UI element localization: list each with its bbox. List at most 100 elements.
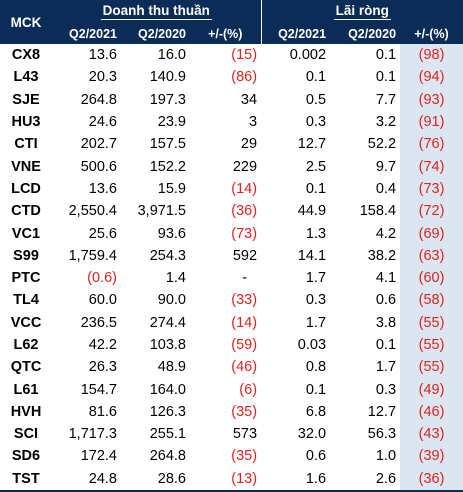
table-row: QTC 26.3 48.9 (46) 0.8 1.7 (55) [0, 356, 463, 379]
rev-change-cell: (35) [231, 448, 258, 465]
rev-q2-2021-cell: 172.4 [80, 448, 117, 465]
np-q2-2020-cell: 1.0 [375, 448, 397, 465]
rev-change-cell: 592 [232, 247, 258, 264]
np-q2-2021-cell: 32.0 [297, 426, 327, 443]
table-row: SCI 1,717.3 255.1 573 32.0 56.3 (43) [0, 423, 463, 446]
rev-change-cell: (14) [231, 314, 258, 331]
table-row: TST 24.8 28.6 (13) 1.6 2.6 (36) [0, 467, 463, 492]
mck-cell: L61 [13, 381, 39, 398]
mck-cell: TL4 [13, 292, 39, 309]
np-q2-2021-cell: 0.8 [305, 359, 327, 376]
table-row: L43 20.3 140.9 (86) 0.1 0.1 (94) [0, 66, 463, 89]
np-q2-2020-cell: 56.3 [367, 426, 397, 443]
table-row: VNE 500.6 152.2 229 2.5 9.7 (74) [0, 155, 463, 178]
revenue-group-label: Doanh thu thuần [100, 3, 212, 20]
rev-q2-2020-cell: 264.8 [149, 448, 186, 465]
np-q2-2021-cell: 12.7 [297, 136, 327, 153]
table-row: L62 42.2 103.8 (59) 0.03 0.1 (55) [0, 333, 463, 357]
rev-q2-2021-cell: 24.8 [52, 467, 121, 492]
rev-q2-2021-header: Q2/2021 [52, 23, 121, 44]
rev-q2-2020-cell: 126.3 [149, 403, 186, 420]
table-body: CX8 13.6 16.0 (15) 0.002 0.1 (98) L43 20.3 140.9(… [0, 44, 463, 492]
rev-q2-2020-cell: 48.9 [157, 359, 186, 376]
np-change-cell: (46) [400, 400, 463, 424]
rev-q2-2021-cell: 25.6 [88, 225, 117, 242]
np-change-cell: (60) [400, 266, 463, 290]
np-change-cell: (36) [400, 467, 463, 492]
mck-cell: L62 [13, 337, 39, 353]
table-row: L61 154.7 164.0 (6) 0.1 0.3 (49) [0, 378, 463, 401]
np-change-cell: (93) [400, 88, 463, 111]
np-q2-2021-cell: 1.3 [305, 225, 327, 242]
rev-q2-2020-cell: 93.6 [157, 225, 186, 242]
mck-cell: HVH [10, 403, 42, 420]
np-change-header: +/-(%) [400, 23, 463, 44]
rev-q2-2021-cell: 500.6 [80, 158, 117, 175]
rev-q2-2021-cell: 264.8 [80, 91, 117, 108]
np-change-cell: (73) [400, 177, 463, 201]
np-q2-2020-cell: 0.1 [375, 337, 397, 353]
np-q2-2020-header: Q2/2020 [330, 23, 401, 44]
np-q2-2020-cell: 1.7 [375, 359, 397, 376]
rev-q2-2021-cell: (0.6) [87, 270, 117, 287]
rev-q2-2021-cell: 42.2 [88, 337, 117, 353]
np-q2-2020-cell: 0.4 [375, 180, 397, 197]
np-change-cell: (63) [400, 244, 463, 267]
table-row: TL4 60.0 90.0 (33) 0.3 0.6 (58) [0, 289, 463, 312]
np-q2-2021-cell: 1.6 [261, 467, 331, 492]
np-q2-2020-cell: 3.2 [375, 114, 397, 131]
mck-cell: VNE [11, 158, 41, 175]
table-row: VC1 25.6 93.6 (73) 1.3 4.2 (69) [0, 222, 463, 245]
rev-change-cell: (86) [231, 69, 258, 86]
rev-q2-2021-cell: 2,550.4 [68, 203, 117, 220]
rev-change-cell: 29 [240, 136, 258, 153]
np-change-cell: (43) [400, 423, 463, 446]
mck-cell: HU3 [11, 114, 41, 131]
rev-change-cell: 573 [232, 426, 258, 443]
mck-cell: CTI [14, 136, 38, 153]
rev-change-cell: (14) [231, 180, 258, 197]
table-row: CTI 202.7 157.5 29 12.7 52.2 (76) [0, 133, 463, 156]
mck-cell: SJE [12, 91, 40, 108]
rev-q2-2021-cell: 1,717.3 [68, 426, 117, 443]
mck-cell: SD6 [11, 448, 41, 465]
np-q2-2021-cell: 44.9 [297, 203, 327, 220]
mck-header: MCK [0, 0, 52, 44]
mck-cell: SCI [13, 426, 39, 443]
rev-change-cell: (59) [231, 337, 258, 353]
rev-change-cell: (6) [239, 381, 258, 398]
table-row: CTD 2,550.4 3,971.5 (36) 44.9 158.4 (72) [0, 200, 463, 223]
rev-change-cell: - [242, 270, 248, 287]
rev-q2-2020-cell: 254.3 [149, 247, 186, 264]
np-change-cell: (98) [400, 44, 463, 67]
rev-q2-2020-cell: 274.4 [149, 314, 186, 331]
np-q2-2020-cell: 52.2 [367, 136, 397, 153]
rev-q2-2021-cell: 202.7 [80, 136, 117, 153]
np-change-cell: (69) [400, 222, 463, 245]
np-q2-2020-cell: 0.6 [375, 292, 397, 309]
rev-q2-2020-cell: 164.0 [149, 381, 186, 398]
mck-cell: S99 [13, 247, 39, 264]
table-row: HVH 81.6 126.3 (35) 6.8 12.7 (46) [0, 400, 463, 424]
np-q2-2020-cell: 0.1 [375, 69, 397, 86]
rev-q2-2021-cell: 26.3 [88, 359, 117, 376]
rev-change-cell: (15) [231, 47, 258, 64]
mck-cell: TST [0, 467, 52, 492]
rev-q2-2020-cell: 197.3 [149, 91, 186, 108]
np-q2-2020-cell: 4.1 [375, 270, 397, 287]
rev-q2-2020-cell: 28.6 [121, 467, 190, 492]
np-q2-2020-cell: 7.7 [375, 91, 397, 108]
rev-q2-2021-cell: 20.3 [88, 69, 117, 86]
rev-q2-2020-cell: 15.9 [157, 180, 186, 197]
np-q2-2021-header: Q2/2021 [260, 23, 331, 44]
mck-cell: PTC [11, 270, 41, 287]
rev-q2-2020-cell: 157.5 [149, 136, 186, 153]
rev-q2-2021-cell: 1,759.4 [68, 247, 117, 264]
np-q2-2021-cell: 6.8 [305, 403, 327, 420]
table-row: CX8 13.6 16.0 (15) 0.002 0.1 (98) [0, 44, 463, 67]
np-change-cell: (39) [400, 445, 463, 468]
np-q2-2021-cell: 2.5 [305, 158, 327, 175]
rev-q2-2020-cell: 3,971.5 [137, 203, 186, 220]
